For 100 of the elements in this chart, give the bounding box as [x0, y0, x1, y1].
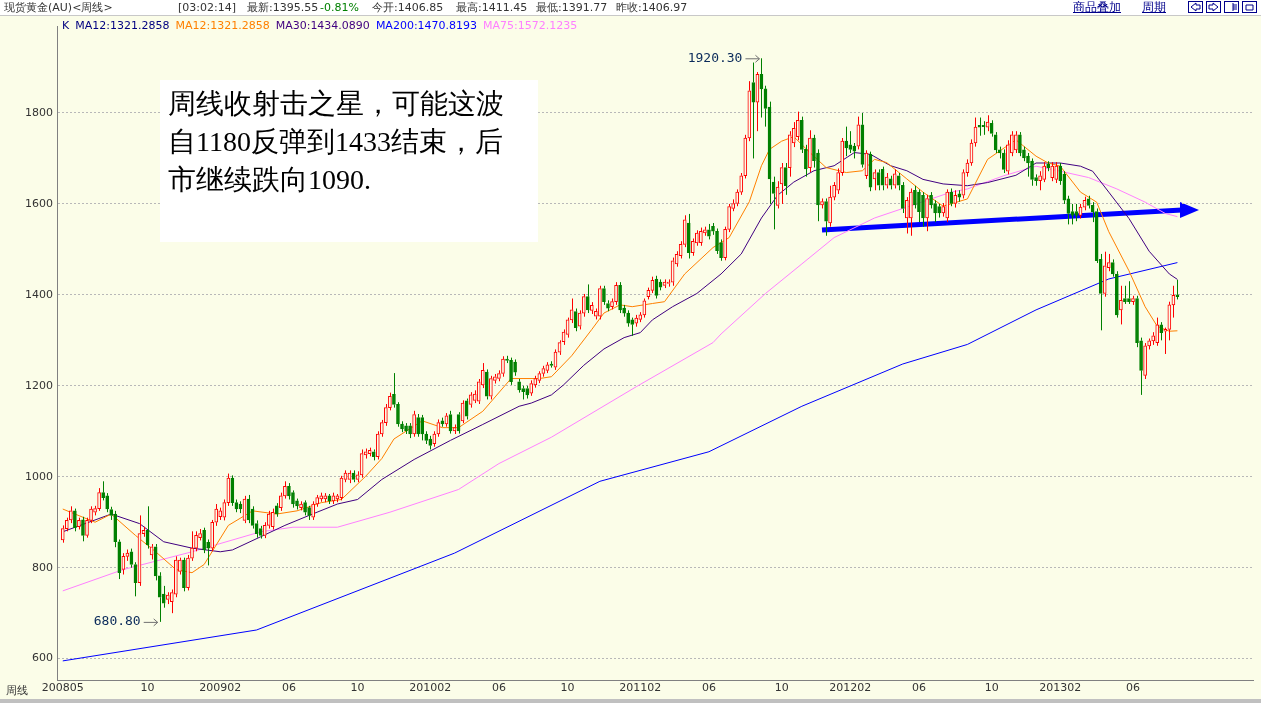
- candlestick: [840, 137, 845, 177]
- candlestick: [327, 493, 332, 505]
- y-tick-label: 1800: [25, 105, 53, 119]
- candlestick: [626, 309, 630, 328]
- candlestick: [315, 494, 320, 508]
- candlestick: [1115, 270, 1119, 319]
- annotation: 周线收射击之星，可能这波自1180反弹到1433结束，后市继续跌向1090.: [160, 80, 538, 242]
- candlestick: [517, 378, 521, 394]
- candlestick: [1123, 285, 1127, 305]
- candlestick: [210, 519, 215, 552]
- x-tick-label: 06: [281, 681, 296, 695]
- candlestick: [686, 213, 691, 259]
- candlestick: [715, 227, 719, 255]
- candlestick: [105, 492, 110, 513]
- y-tick-label: 1400: [25, 287, 53, 301]
- candlestick: [638, 311, 643, 323]
- y-tick-label: 1600: [25, 196, 53, 210]
- candlestick: [921, 191, 925, 228]
- candlestick: [89, 505, 93, 524]
- candlestick: [945, 188, 950, 223]
- candlestick: [622, 304, 626, 318]
- x-tick-label: 201202: [829, 681, 872, 695]
- candlestick: [1127, 280, 1131, 305]
- candlestick: [606, 299, 610, 312]
- x-tick-label: 10: [350, 681, 365, 695]
- candlestick: [937, 203, 941, 219]
- candlestick: [787, 130, 792, 178]
- candlestick: [848, 130, 853, 154]
- candlestick: [1175, 279, 1180, 300]
- text: 周期: [1142, 0, 1166, 15]
- candlestick: [1026, 152, 1030, 178]
- candlestick: [400, 420, 404, 433]
- x-axis-title: 周线: [6, 683, 28, 698]
- candlestick: [178, 557, 182, 576]
- candlestick: [925, 194, 929, 232]
- candlestick: [1038, 170, 1042, 191]
- candlestick: [279, 492, 283, 512]
- candlestick: [274, 502, 279, 518]
- candlestick: [719, 238, 723, 262]
- chart-title: 现货黄金(AU)<周线>: [4, 0, 113, 15]
- candlestick: [190, 530, 194, 562]
- text: 最低:1391.77: [536, 0, 608, 15]
- candlestick: [816, 148, 820, 222]
- text: MA30:1434.0890: [275, 19, 370, 32]
- candlestick: [194, 530, 198, 552]
- candlestick: [808, 129, 812, 173]
- candlestick: [416, 413, 420, 438]
- x-tick-label: 06: [1126, 681, 1140, 695]
- candlestick: [513, 358, 517, 377]
- candlestick: [101, 480, 105, 501]
- candlestick: [1139, 337, 1143, 396]
- annotation: K: [62, 19, 70, 32]
- x-tick-label: 200902: [199, 681, 242, 695]
- candlestick: [1159, 321, 1164, 341]
- candlestick: [529, 379, 534, 397]
- text: 最高:1411.45: [456, 0, 528, 15]
- candlestick: [739, 172, 744, 196]
- candlestick: [953, 189, 958, 209]
- candlestick: [804, 144, 808, 178]
- text: MA200:1470.8193: [375, 19, 478, 32]
- candlestick: [585, 283, 590, 314]
- candlestick: [634, 314, 639, 328]
- annotation: MA12:1321.2858: [75, 19, 170, 32]
- candlestick: [521, 385, 525, 400]
- y-tick-label: 600: [32, 651, 53, 665]
- candlestick: [424, 430, 429, 445]
- candlestick: [832, 181, 836, 201]
- x-tick-label: 10: [774, 681, 789, 695]
- x-tick-label: 201002: [409, 681, 452, 695]
- candlestick: [917, 188, 921, 223]
- text: 商品叠加: [1073, 0, 1121, 15]
- candlestick: [828, 185, 832, 228]
- candlestick: [1102, 251, 1107, 298]
- y-tick-label: 800: [32, 560, 53, 574]
- annotation: 680.80: [93, 613, 141, 629]
- text: MA75:1572.1235: [483, 19, 578, 32]
- candlestick: [909, 187, 913, 237]
- x-tick-label: 10: [560, 681, 575, 695]
- y-tick-label: 1200: [25, 378, 53, 392]
- candlestick: [283, 480, 287, 500]
- candlestick: [533, 375, 538, 389]
- candlestick: [812, 134, 816, 169]
- x-tick-label: 06: [701, 681, 716, 695]
- candlestick: [614, 281, 618, 306]
- x-tick-label: 201102: [619, 681, 662, 695]
- x-tick-label: 201302: [1039, 681, 1082, 695]
- candlestick: [630, 317, 635, 337]
- candlestick: [905, 196, 909, 234]
- candlestick: [1110, 258, 1115, 278]
- candlestick: [60, 524, 65, 544]
- text: 今开:1406.85: [372, 0, 444, 15]
- candlestick: [206, 539, 210, 566]
- candlestick: [174, 555, 178, 598]
- candlestick: [690, 237, 695, 257]
- text: MA12:1321.2858: [175, 19, 270, 32]
- candlestick: [1119, 285, 1123, 325]
- candlestick: [735, 188, 740, 207]
- candlestick: [844, 126, 849, 157]
- candlestick: [977, 117, 982, 137]
- candlestick: [525, 385, 530, 400]
